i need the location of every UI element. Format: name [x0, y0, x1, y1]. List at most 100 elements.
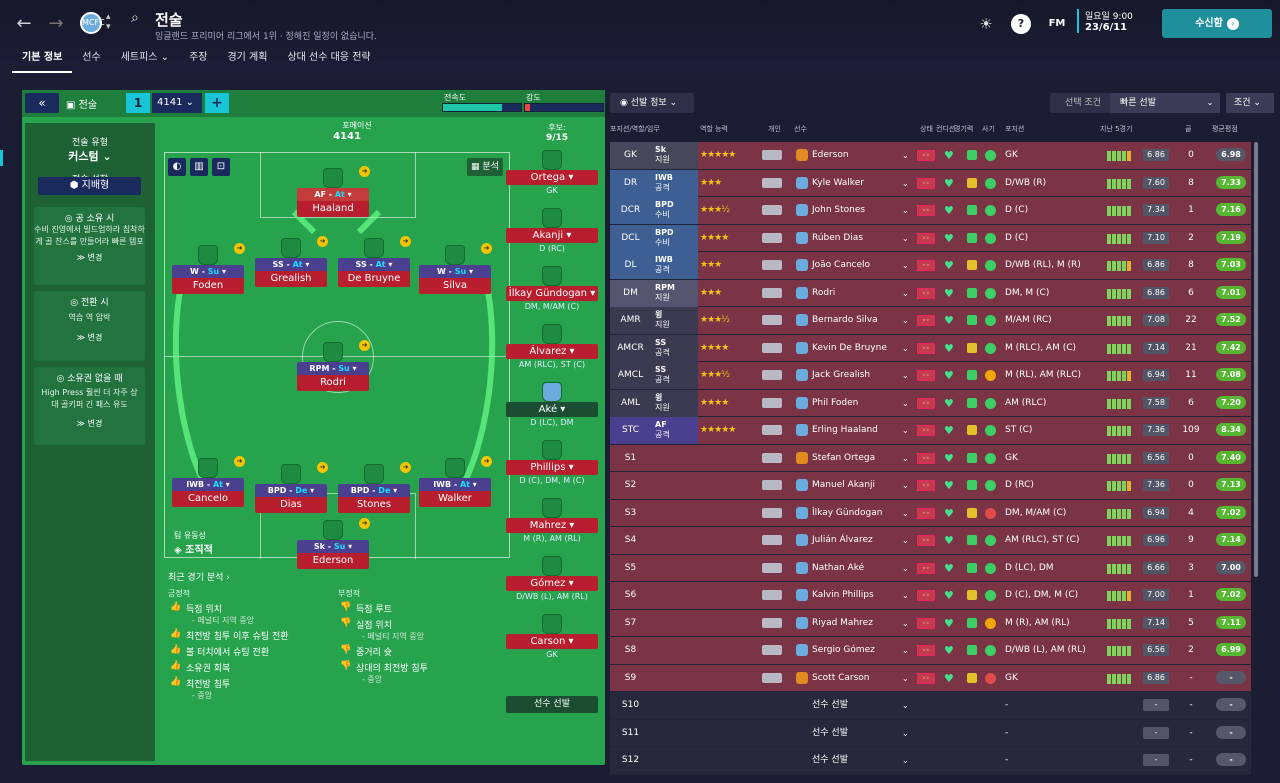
chevron-down-icon[interactable]: ⌄	[902, 261, 909, 270]
player-name[interactable]: Walker	[419, 491, 491, 507]
table-row[interactable]: S5 Nathan Aké ⌄ ◦◦ ♥ D (LC), DM 6.66 3 7.00	[610, 554, 1251, 582]
row-role[interactable]: IWB 공격	[651, 252, 698, 279]
chevron-down-icon[interactable]: ⌄	[902, 673, 909, 683]
row-player-name[interactable]: John Stones	[794, 197, 914, 224]
stats-icon[interactable]: ▥	[190, 158, 208, 176]
column-header[interactable]: 지난 5경기	[1100, 125, 1133, 133]
selection-condition-button[interactable]: 선택 조건	[1050, 93, 1116, 113]
add-tactic-button[interactable]: +	[205, 93, 229, 113]
sub-name[interactable]: Phillips ▾	[506, 460, 598, 475]
table-row[interactable]: STC AF 공격 ★★★★★ Erling Haaland ⌄ ◦◦ ♥ ST (C) 7.36…	[610, 417, 1251, 445]
pitch-player[interactable]: RPM - Su ▾ Rodri	[297, 342, 369, 391]
player-instruction-arrow[interactable]: ➜	[359, 518, 370, 529]
mentality-select[interactable]: ⬢ 지배형	[38, 177, 141, 195]
formation-select[interactable]: 4141 ⌄	[152, 93, 202, 113]
chevron-updown-icon[interactable]: ▴ ▾	[106, 12, 111, 32]
chevron-down-icon[interactable]: ⌄	[902, 178, 909, 188]
instructions-icon[interactable]	[762, 527, 784, 554]
column-header[interactable]: 골	[1185, 125, 1192, 133]
sub-name[interactable]: Mahrez ▾	[506, 518, 598, 533]
instructions-icon[interactable]	[762, 417, 784, 444]
row-player-name[interactable]: Rodri	[794, 280, 914, 307]
player-instruction-arrow[interactable]: ➜	[481, 243, 492, 254]
chevron-down-icon[interactable]: ⌄	[902, 206, 909, 215]
column-header[interactable]: 경기력	[954, 125, 974, 133]
chevron-down-icon[interactable]: ⌄	[902, 371, 909, 380]
player-name[interactable]: Foden	[172, 278, 244, 294]
player-role[interactable]: W - Su ▾	[172, 265, 244, 278]
tab-match-plans[interactable]: 경기 계획	[227, 52, 268, 63]
table-row[interactable]: AMR 윙 지원 ★★★½ Bernardo Silva ⌄ ◦◦ ♥ M/AM (RC) 7.0…	[610, 307, 1251, 335]
club-badge[interactable]: MCFC	[80, 12, 105, 34]
table-row[interactable]: S11 선수 선발 ⌄ - - - -	[610, 719, 1251, 747]
pitch-player[interactable]: W - Su ▾ Silva	[419, 245, 491, 294]
chevron-down-icon[interactable]: ⌄	[902, 508, 909, 518]
sub-name[interactable]: İlkay Gündogan ▾	[506, 286, 598, 301]
row-player-name[interactable]: Ederson	[794, 142, 914, 169]
analysis-title[interactable]: 최근 경기 분석 ›	[168, 573, 230, 583]
player-instruction-arrow[interactable]: ➜	[400, 462, 411, 473]
player-instruction-arrow[interactable]: ➜	[481, 456, 492, 467]
column-header[interactable]: 사기	[982, 125, 995, 133]
table-row[interactable]: AMCL SS 공격 ★★★½ Jack Grealish ⌄ ◦◦ ♥ M (RL), AM …	[610, 362, 1251, 390]
forward-arrow-icon[interactable]: →	[48, 13, 64, 34]
instructions-icon[interactable]: ◐	[168, 158, 186, 176]
tab-set-pieces[interactable]: 세트피스 ⌄	[120, 52, 170, 63]
sub-name[interactable]: Akanji ▾	[506, 228, 598, 243]
row-player-name[interactable]: Phil Foden	[794, 390, 914, 417]
chevron-down-icon[interactable]: ⌄	[902, 728, 909, 738]
table-row[interactable]: DCL BPD 수비 ★★★★ Rúben Dias ⌄ ◦◦ ♥ D (C) 7.10 2 7.19	[610, 224, 1251, 252]
chevron-down-icon[interactable]: ⌄	[902, 453, 909, 463]
player-role[interactable]: BPD - De ▾	[338, 484, 410, 497]
table-row[interactable]: S1 Stefan Ortega ⌄ ◦◦ ♥ GK 6.56 0 7.40	[610, 444, 1251, 472]
quick-pick-button[interactable]: 빠른 선발	[1110, 93, 1200, 113]
formation-value[interactable]: 4141	[333, 131, 361, 142]
substitute-slot[interactable]: Phillips ▾ D (C), DM, M (C)	[506, 440, 598, 485]
substitute-slot[interactable]: Álvarez ▾ AM (RLC), ST (C)	[506, 324, 598, 369]
table-row[interactable]: S8 Sergio Gómez ⌄ ◦◦ ♥ D/WB (L), AM (RL) 6.56 2…	[610, 637, 1251, 665]
row-player-name[interactable]: Rúben Dias	[794, 225, 914, 252]
row-role[interactable]: RPM 지원	[651, 279, 698, 307]
instructions-icon[interactable]	[762, 500, 784, 527]
chevron-down-icon[interactable]: ⌄	[902, 618, 909, 628]
substitute-slot[interactable]: Ortega ▾ GK	[506, 150, 598, 195]
row-player-name[interactable]: 선수 선발	[812, 727, 848, 738]
chevron-down-icon[interactable]: ⌄	[902, 646, 909, 655]
substitute-slot[interactable]: Akanji ▾ D (RC)	[506, 208, 598, 253]
row-player-name[interactable]: Kevin De Bruyne	[794, 335, 914, 362]
pitch-player[interactable]: AF - At ▾ Haaland	[297, 168, 369, 217]
substitute-slot[interactable]: Aké ▾ D (LC), DM	[506, 382, 598, 427]
table-row[interactable]: S3 İlkay Gündogan ⌄ ◦◦ ♥ DM, M/AM (C) 6.94 4 7.0…	[610, 499, 1251, 527]
row-player-name[interactable]: 선수 선발	[812, 700, 848, 710]
tactic-slot[interactable]: 1	[126, 93, 150, 113]
column-header[interactable]: 상태	[920, 125, 933, 133]
row-player-name[interactable]: Nathan Aké	[794, 555, 914, 582]
player-name[interactable]: Silva	[419, 278, 491, 294]
player-instruction-arrow[interactable]: ➜	[359, 340, 370, 351]
player-role[interactable]: IWB - At ▾	[419, 478, 491, 491]
player-role[interactable]: SS - At ▾	[338, 258, 410, 271]
pitch-player[interactable]: BPD - De ▾ Dias	[255, 464, 327, 513]
change-button[interactable]: ≫ 변경	[76, 419, 103, 428]
row-role[interactable]: 윙 지원	[651, 389, 698, 417]
row-player-name[interactable]: Kyle Walker	[794, 170, 914, 197]
table-row[interactable]: S6 Kalvin Phillips ⌄ ◦◦ ♥ D (C), DM, M (C) 7.0…	[610, 582, 1251, 610]
player-name[interactable]: Grealish	[255, 271, 327, 287]
pitch-player[interactable]: W - Su ▾ Foden	[172, 245, 244, 294]
sub-name[interactable]: Aké ▾	[506, 402, 598, 417]
row-player-name[interactable]: João Cancelo	[794, 252, 914, 279]
row-player-name[interactable]: Bernardo Silva	[794, 307, 914, 334]
chevron-down-icon[interactable]: ⌄	[902, 481, 909, 490]
player-role[interactable]: Sk - Su ▾	[297, 540, 369, 553]
player-role[interactable]: SS - At ▾	[255, 258, 327, 271]
table-row[interactable]: DM RPM 지원 ★★★ Rodri ⌄ ◦◦ ♥ DM, M (C) 6.86 6 7.01	[610, 279, 1251, 307]
sub-name[interactable]: Álvarez ▾	[506, 344, 598, 359]
row-player-name[interactable]: İlkay Gündogan	[794, 500, 914, 527]
table-row[interactable]: S9 Scott Carson ⌄ ◦◦ ♥ GK 6.86 - -	[610, 664, 1251, 692]
chevron-down-icon[interactable]: ⌄	[902, 151, 909, 160]
row-player-name[interactable]: Kalvin Phillips	[794, 582, 914, 609]
chevron-down-icon[interactable]: ⌄	[902, 233, 909, 243]
fm-menu-icon[interactable]: FM	[1048, 18, 1066, 29]
row-player-name[interactable]: Jack Grealish	[794, 362, 914, 389]
column-header[interactable]: 역할 능력	[700, 125, 728, 133]
